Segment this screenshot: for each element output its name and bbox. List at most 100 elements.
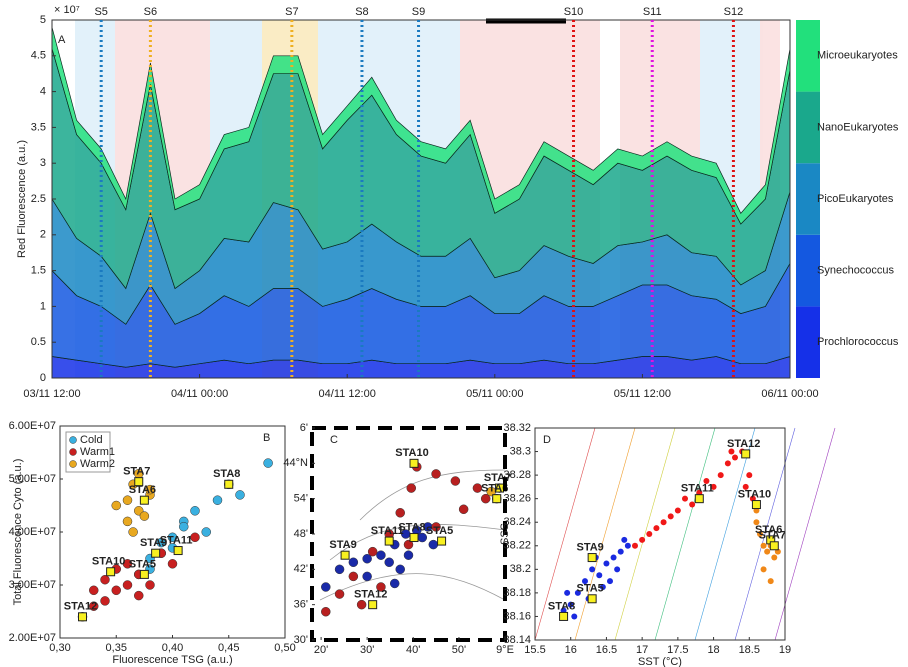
y-tick-label: 4.5	[31, 50, 46, 62]
x-tick-label: 06/11 00:00	[761, 388, 818, 400]
legend-swatch	[69, 460, 77, 468]
point	[646, 531, 653, 537]
y-tick-label: 30'	[294, 634, 308, 646]
station-marker	[492, 494, 502, 504]
y-axis-label: SSS	[499, 523, 511, 545]
station-label: STA5	[129, 558, 156, 570]
point	[682, 495, 688, 502]
x-tick-label: 19	[779, 644, 791, 656]
y-tick-label: 5	[40, 14, 46, 26]
x-axis-label: Fluorescence TSG (a.u.)	[112, 654, 232, 666]
point	[746, 472, 753, 479]
point	[431, 522, 441, 532]
point	[674, 507, 681, 514]
point	[348, 557, 359, 568]
station-marker	[437, 536, 447, 546]
x-tick-label: 20'	[314, 644, 328, 656]
x-tick-label: 16	[565, 644, 577, 656]
y-tick-label: 38.22	[503, 540, 531, 552]
y-multiplier: × 10⁷	[54, 4, 80, 16]
station-label: S6	[144, 6, 157, 18]
point	[764, 548, 771, 555]
station-marker	[409, 458, 419, 468]
y-tick-label: 36'	[294, 599, 308, 611]
station-label: STA5	[576, 583, 603, 595]
point	[703, 478, 710, 484]
point	[356, 599, 367, 610]
station-marker	[368, 600, 378, 610]
point	[717, 472, 724, 479]
point	[760, 542, 767, 549]
point	[428, 539, 439, 550]
x-tick-label: 05/11 00:00	[466, 388, 523, 400]
station-label: STA8	[548, 600, 575, 612]
point	[653, 525, 660, 532]
plot-frame	[534, 427, 786, 641]
y-axis-label: Total Fluorescence Cyto (a.u.)	[12, 459, 24, 606]
station-marker	[741, 449, 751, 459]
legend-label: Microeukaryotes	[817, 50, 898, 62]
y-tick-label: 38.26	[503, 493, 531, 505]
point	[732, 454, 738, 461]
station-label: STA12	[727, 438, 760, 450]
point	[742, 483, 749, 490]
point	[710, 483, 717, 490]
x-tick-label: 18.5	[739, 644, 760, 656]
point	[111, 585, 121, 596]
point	[122, 559, 133, 569]
point	[624, 542, 631, 549]
point	[450, 476, 461, 486]
point	[406, 483, 417, 493]
point	[458, 504, 469, 515]
x-tick-label: 04/11 00:00	[171, 388, 228, 400]
point	[190, 506, 200, 516]
point	[767, 578, 774, 585]
x-tick-label: 04/11 12:00	[319, 388, 376, 400]
point	[362, 553, 372, 564]
point	[156, 537, 166, 548]
point	[167, 559, 178, 569]
x-tick-label: 05/11 12:00	[614, 388, 671, 400]
x-tick-label: 18	[707, 644, 719, 656]
x-tick-label: 50'	[452, 644, 466, 656]
y-tick-label: 44°N	[283, 457, 308, 469]
x-tick-label: 16.5	[596, 644, 617, 656]
station-label: STA9	[576, 541, 603, 553]
panel-label: C	[330, 434, 338, 446]
legend-swatch	[69, 448, 77, 456]
station-label: STA6	[129, 484, 156, 496]
point	[574, 589, 581, 596]
x-tick-label: 17	[636, 644, 648, 656]
point	[348, 571, 359, 582]
station-marker	[134, 477, 144, 487]
point	[403, 550, 414, 560]
y-tick-label: 38.32	[503, 422, 531, 434]
station-label: S8	[355, 6, 368, 18]
point	[190, 532, 200, 543]
point	[607, 578, 613, 585]
point	[599, 584, 606, 590]
point	[134, 590, 144, 601]
legend-swatch	[796, 234, 820, 307]
point	[100, 574, 110, 585]
point	[757, 531, 763, 537]
point	[263, 458, 273, 468]
x-axis-label: SST (°C)	[638, 656, 682, 667]
y-tick-label: 38.14	[503, 634, 531, 646]
panel-label: A	[58, 34, 66, 46]
y-tick-label: 38.3	[510, 445, 531, 457]
y-tick-label: 3	[40, 157, 46, 169]
point	[632, 542, 638, 549]
point	[321, 582, 331, 592]
station-marker	[409, 533, 419, 543]
station-marker	[106, 567, 116, 577]
y-tick-label: 48'	[294, 528, 308, 540]
point	[139, 511, 150, 521]
station-marker	[384, 536, 394, 546]
point	[395, 564, 405, 575]
y-axis-label: Red Fluorescence (a.u.)	[16, 140, 28, 258]
station-marker	[340, 550, 350, 560]
point	[480, 493, 491, 504]
point	[128, 527, 138, 537]
x-tick-label: 0,50	[274, 642, 295, 654]
